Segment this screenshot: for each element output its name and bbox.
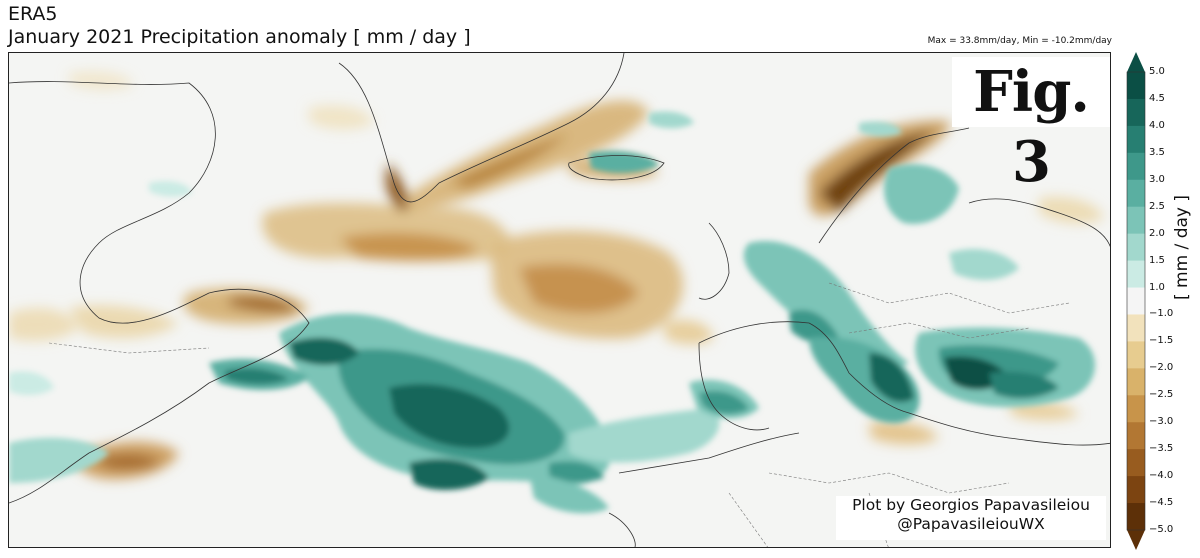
colorbar-segment <box>1127 503 1145 531</box>
credit-box: Plot by Georgios Papavasileiou @Papavasi… <box>836 496 1106 540</box>
colorbar-segment <box>1127 233 1145 262</box>
colorbar-segment <box>1127 341 1145 369</box>
colorbar-segment <box>1127 287 1145 315</box>
colorbar-tick-label: 4.0 <box>1149 119 1165 131</box>
colorbar-tick-label: −2.5 <box>1149 389 1174 401</box>
colorbar-segment <box>1127 72 1145 100</box>
colorbar-tick-label: −4.0 <box>1149 470 1174 482</box>
colorbar-tick-label: −4.5 <box>1149 497 1174 509</box>
colorbar-tick-label: 3.0 <box>1149 173 1165 185</box>
colorbar-label: [ mm / day ] <box>1172 195 1192 300</box>
map-canvas <box>9 53 1110 547</box>
colorbar-segment <box>1127 368 1145 396</box>
colorbar-segment <box>1127 314 1145 342</box>
map-title: January 2021 Precipitation anomaly [ mm … <box>8 26 471 48</box>
credit-handle: @PapavasileiouWX <box>897 515 1045 533</box>
colorbar <box>1126 52 1146 550</box>
colorbar-tick-label: 1.5 <box>1149 254 1165 266</box>
colorbar-segment <box>1127 422 1145 450</box>
colorbar-segment <box>1127 125 1145 154</box>
colorbar-tick-label: −1.0 <box>1149 308 1174 320</box>
colorbar-segment <box>1127 476 1145 504</box>
anomaly-map <box>8 52 1111 548</box>
colorbar-tick-label: 3.5 <box>1149 146 1165 158</box>
dataset-label: ERA5 <box>8 3 58 25</box>
colorbar-segment <box>1127 206 1145 235</box>
colorbar-extend-bottom <box>1127 530 1145 550</box>
colorbar-tick-label: 2.0 <box>1149 227 1165 239</box>
colorbar-segment <box>1127 179 1145 208</box>
colorbar-tick-label: 5.0 <box>1149 66 1165 77</box>
colorbar-segment <box>1127 152 1145 181</box>
colorbar-segment <box>1127 449 1145 477</box>
colorbar-tick-label: −3.0 <box>1149 416 1174 428</box>
colorbar-segment <box>1127 98 1145 127</box>
figure-label: Fig. 3 <box>952 57 1110 195</box>
colorbar-tick-label: 2.5 <box>1149 200 1165 212</box>
colorbar-segment <box>1127 260 1145 289</box>
colorbar-tick-label: 4.5 <box>1149 92 1165 104</box>
colorbar-border <box>1126 71 1146 531</box>
colorbar-tick-label: −5.0 <box>1149 524 1174 535</box>
wet-anomaly-regions <box>9 111 1096 514</box>
max-min-stats: Max = 33.8mm/day, Min = -10.2mm/day <box>927 36 1112 46</box>
colorbar-tick-label: −3.5 <box>1149 443 1174 455</box>
colorbar-tick-label: −2.0 <box>1149 362 1174 374</box>
country-borders <box>48 282 1070 547</box>
colorbar-tick-label: 1.0 <box>1149 281 1165 293</box>
colorbar-segment <box>1127 395 1145 423</box>
colorbar-extend-top <box>1127 52 1145 72</box>
colorbar-tick-label: −1.5 <box>1149 335 1174 347</box>
coastlines <box>9 53 1110 547</box>
credit-author: Plot by Georgios Papavasileiou <box>852 496 1090 514</box>
